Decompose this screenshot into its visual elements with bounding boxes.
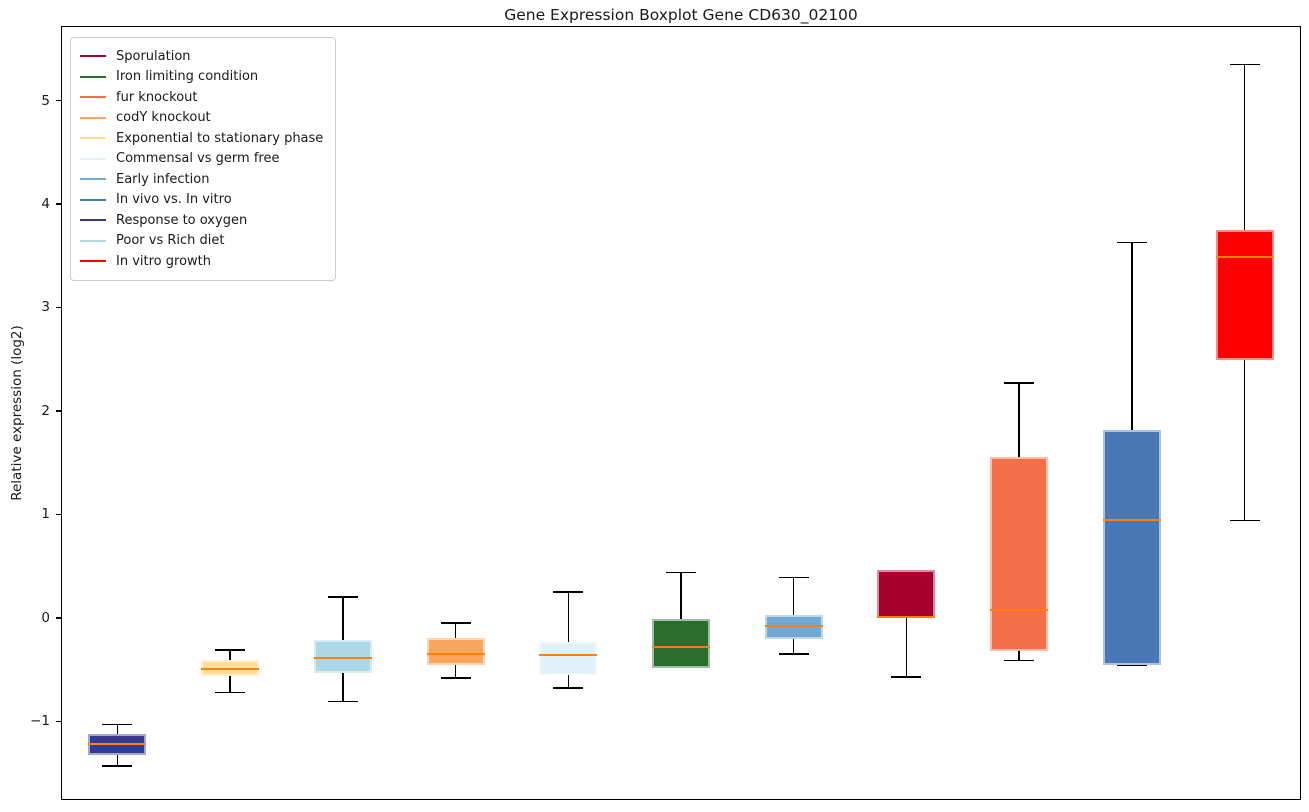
y-tick-mark <box>56 513 61 516</box>
legend-swatch-in-vitro-growth <box>80 260 106 263</box>
legend-item-cody-knockout: codY knockout <box>80 108 323 129</box>
legend-label: Exponential to stationary phase <box>116 130 324 146</box>
whisker-cap-fur-knockout <box>1004 382 1035 384</box>
legend-swatch-in-vivo-vs-in-vitro <box>80 198 106 201</box>
median-iron-limiting-condition <box>652 645 710 648</box>
legend-swatch-exponential-to-stationary-phase <box>80 137 106 140</box>
legend-swatch-early-infection <box>80 178 106 181</box>
whisker-cap-sporulation <box>891 676 922 678</box>
legend-label: Response to oxygen <box>116 212 248 228</box>
whisker-cap-early-infection <box>778 576 809 579</box>
whisker-cap-cody-knockout <box>440 677 471 679</box>
box-cody-knockout <box>426 637 485 666</box>
box-in-vivo-vs-in-vitro <box>1102 429 1161 666</box>
legend-label: Iron limiting condition <box>116 69 259 85</box>
legend-item-iron-limiting-condition: Iron limiting condition <box>80 67 323 88</box>
whisker-cap-response-to-oxygen <box>102 723 133 726</box>
y-tick-label: 4 <box>41 195 50 212</box>
box-iron-limiting-condition <box>652 618 710 668</box>
legend-item-fur-knockout: fur knockout <box>80 87 323 108</box>
legend-item-response-to-oxygen: Response to oxygen <box>80 210 323 231</box>
y-tick-label: 2 <box>41 402 50 419</box>
legend-label: Early infection <box>116 171 210 187</box>
legend-swatch-poor-vs-rich-diet <box>80 239 106 242</box>
box-sporulation <box>877 570 936 618</box>
median-fur-knockout <box>990 608 1049 611</box>
legend-swatch-sporulation <box>80 55 106 58</box>
legend-item-in-vivo-vs-in-vitro: In vivo vs. In vitro <box>80 190 323 211</box>
median-sporulation <box>877 615 936 618</box>
whisker-cap-in-vivo-vs-in-vitro <box>1116 664 1147 667</box>
legend-swatch-commensal-vs-germ-free <box>80 157 106 160</box>
median-response-to-oxygen <box>88 743 147 746</box>
whisker-sporulation <box>905 570 908 677</box>
whisker-cap-exponential-to-stationary-phase <box>215 649 246 651</box>
median-in-vivo-vs-in-vitro <box>1102 518 1161 521</box>
median-commensal-vs-germ-free <box>539 654 598 657</box>
whisker-cap-cody-knockout <box>440 622 471 624</box>
legend-label: Commensal vs germ free <box>116 151 280 167</box>
box-in-vitro-growth <box>1215 229 1274 361</box>
whisker-cap-in-vitro-growth <box>1229 63 1260 66</box>
legend-item-poor-vs-rich-diet: Poor vs Rich diet <box>80 231 323 252</box>
whisker-cap-commensal-vs-germ-free <box>553 687 584 689</box>
legend-label: In vivo vs. In vitro <box>116 192 232 208</box>
legend-swatch-response-to-oxygen <box>80 219 106 222</box>
legend-item-commensal-vs-germ-free: Commensal vs germ free <box>80 149 323 170</box>
whisker-cap-in-vitro-growth <box>1229 519 1260 522</box>
legend-label: In vitro growth <box>116 253 211 269</box>
whisker-cap-response-to-oxygen <box>102 765 133 767</box>
whisker-cap-in-vivo-vs-in-vitro <box>1116 241 1147 243</box>
y-tick-mark <box>56 720 61 723</box>
y-tick-label: 0 <box>41 609 50 626</box>
y-tick-mark <box>56 100 61 102</box>
legend-item-early-infection: Early infection <box>80 169 323 190</box>
whisker-cap-exponential-to-stationary-phase <box>215 691 246 694</box>
y-tick-label: −1 <box>30 713 50 730</box>
legend-label: codY knockout <box>116 110 211 126</box>
whisker-cap-commensal-vs-germ-free <box>553 591 584 593</box>
y-tick-label: 5 <box>41 92 50 109</box>
whisker-cap-fur-knockout <box>1004 659 1035 662</box>
whisker-cap-iron-limiting-condition <box>666 571 696 574</box>
legend-item-sporulation: Sporulation <box>80 46 323 67</box>
median-poor-vs-rich-diet <box>313 657 372 660</box>
whisker-cap-poor-vs-rich-diet <box>327 596 358 598</box>
y-tick-mark <box>56 306 61 309</box>
median-in-vitro-growth <box>1215 255 1274 258</box>
y-tick-label: 1 <box>41 506 50 523</box>
box-fur-knockout <box>990 457 1049 651</box>
legend-swatch-fur-knockout <box>80 96 106 99</box>
whisker-commensal-vs-germ-free <box>567 592 570 689</box>
legend-item-exponential-to-stationary-phase: Exponential to stationary phase <box>80 128 323 149</box>
y-tick-label: 3 <box>41 299 50 316</box>
y-tick-mark <box>56 617 61 619</box>
box-poor-vs-rich-diet <box>313 639 372 673</box>
chart-title: Gene Expression Boxplot Gene CD630_02100 <box>504 6 858 24</box>
legend-item-in-vitro-growth: In vitro growth <box>80 251 323 272</box>
legend-label: Poor vs Rich diet <box>116 233 225 249</box>
whisker-cap-iron-limiting-condition <box>666 666 696 669</box>
y-tick-mark <box>56 410 61 412</box>
median-early-infection <box>764 625 823 628</box>
legend-swatch-cody-knockout <box>80 116 106 119</box>
median-exponential-to-stationary-phase <box>201 667 260 670</box>
legend: Sporulation Iron limiting condition fur kn… <box>70 37 337 281</box>
median-cody-knockout <box>426 653 485 656</box>
legend-label: Sporulation <box>116 48 191 64</box>
whisker-cap-early-infection <box>778 653 809 655</box>
legend-label: fur knockout <box>116 89 198 105</box>
box-commensal-vs-germ-free <box>539 641 598 675</box>
y-tick-mark <box>56 203 61 205</box>
whisker-cap-poor-vs-rich-diet <box>327 700 358 703</box>
legend-swatch-iron-limiting-condition <box>80 75 106 78</box>
